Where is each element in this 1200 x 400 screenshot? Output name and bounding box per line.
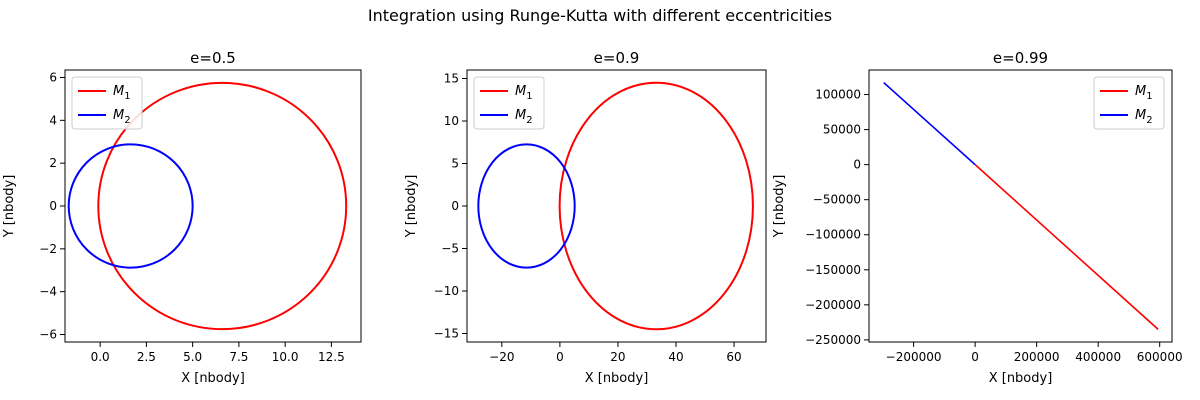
legend-label: M1 (1135, 84, 1153, 102)
y-tick-label: −5 (441, 242, 459, 256)
x-axis-label: X [nbody] (585, 371, 649, 386)
x-tick-label: −20 (489, 350, 514, 364)
y-axis-label: Y [nbody] (772, 175, 787, 239)
y-tick-label: −2 (39, 242, 57, 256)
y-tick-label: −4 (39, 285, 57, 299)
x-tick-label: 200000 (1014, 350, 1060, 364)
legend-label: M2 (515, 108, 533, 126)
y-tick-label: 0 (451, 199, 459, 213)
y-tick-label: 5 (451, 157, 459, 171)
subplot-title: e=0.99 (993, 49, 1048, 67)
legend-label: M2 (113, 108, 131, 126)
x-tick-label: 12.5 (318, 350, 345, 364)
subplot-e-0-99: e=0.99 −200000 0 200000 400000 600000 −250000 −… (772, 49, 1183, 386)
subplot-e-0-5: e=0.5 0.0 2.5 5.0 7.5 10.0 12.5 −6 −4 −2 0 2 4 6 X [nb… (2, 49, 362, 386)
x-tick-label: 40 (668, 350, 683, 364)
series-m1-trajectory (974, 164, 1159, 330)
y-tick-label: 100000 (815, 88, 861, 102)
x-tick-label: 0 (971, 350, 979, 364)
axes-frame (868, 69, 1173, 343)
x-axis-label: X [nbody] (181, 371, 245, 386)
y-tick-label: 4 (49, 113, 57, 127)
plot-area (883, 82, 1159, 330)
y-axis-label: Y [nbody] (404, 175, 419, 239)
series-m2-orbit (477, 143, 576, 269)
legend-box (1093, 76, 1165, 130)
y-axis-label: Y [nbody] (2, 175, 17, 239)
y-tick-label: −100000 (805, 228, 861, 242)
x-tick-label: −200000 (886, 350, 942, 364)
series-m1-orbit (97, 81, 348, 331)
y-tick-label: 0 (49, 199, 57, 213)
legend-label: M2 (1135, 108, 1153, 126)
series-m2-orbit (67, 143, 194, 269)
x-tick-label: 2.5 (137, 350, 156, 364)
legend-label: M1 (113, 84, 131, 102)
x-tick-label: 0 (556, 350, 564, 364)
x-tick-label: 60 (726, 350, 741, 364)
y-tick-label: 0 (853, 158, 861, 172)
figure-suptitle: Integration using Runge-Kutta with diffe… (367, 6, 833, 25)
plot-area (477, 81, 754, 331)
y-tick-label: −6 (39, 328, 57, 342)
y-tick-label: −10 (434, 284, 459, 298)
legend-box (71, 76, 143, 130)
y-tick-label: −250000 (805, 333, 861, 347)
y-tick-label: 15 (444, 72, 459, 86)
x-tick-label: 7.5 (229, 350, 248, 364)
series-m1-orbit (558, 81, 754, 331)
subplot-title: e=0.9 (594, 49, 640, 67)
series-m2-trajectory (883, 82, 976, 166)
x-axis-label: X [nbody] (989, 371, 1053, 386)
x-tick-label: 5.0 (183, 350, 202, 364)
x-tick-label: 20 (610, 350, 625, 364)
y-tick-label: −150000 (805, 263, 861, 277)
subplot-title: e=0.5 (190, 49, 236, 67)
y-tick-label: −50000 (813, 193, 861, 207)
legend-label: M1 (515, 84, 533, 102)
x-tick-label: 400000 (1075, 350, 1121, 364)
plot-area (67, 81, 348, 331)
y-tick-label: 10 (444, 114, 459, 128)
y-tick-label: 6 (49, 70, 57, 84)
x-tick-label: 0.0 (91, 350, 110, 364)
y-tick-label: 2 (49, 156, 57, 170)
y-tick-label: −200000 (805, 298, 861, 312)
legend-box (473, 76, 545, 130)
subplot-e-0-9: e=0.9 −20 0 20 40 60 −15 −10 −5 0 5 10 15 X [nbody] Y … (404, 49, 767, 386)
x-tick-label: 600000 (1137, 350, 1183, 364)
y-tick-label: −15 (434, 327, 459, 341)
x-tick-label: 10.0 (272, 350, 299, 364)
y-tick-label: 50000 (823, 123, 861, 137)
